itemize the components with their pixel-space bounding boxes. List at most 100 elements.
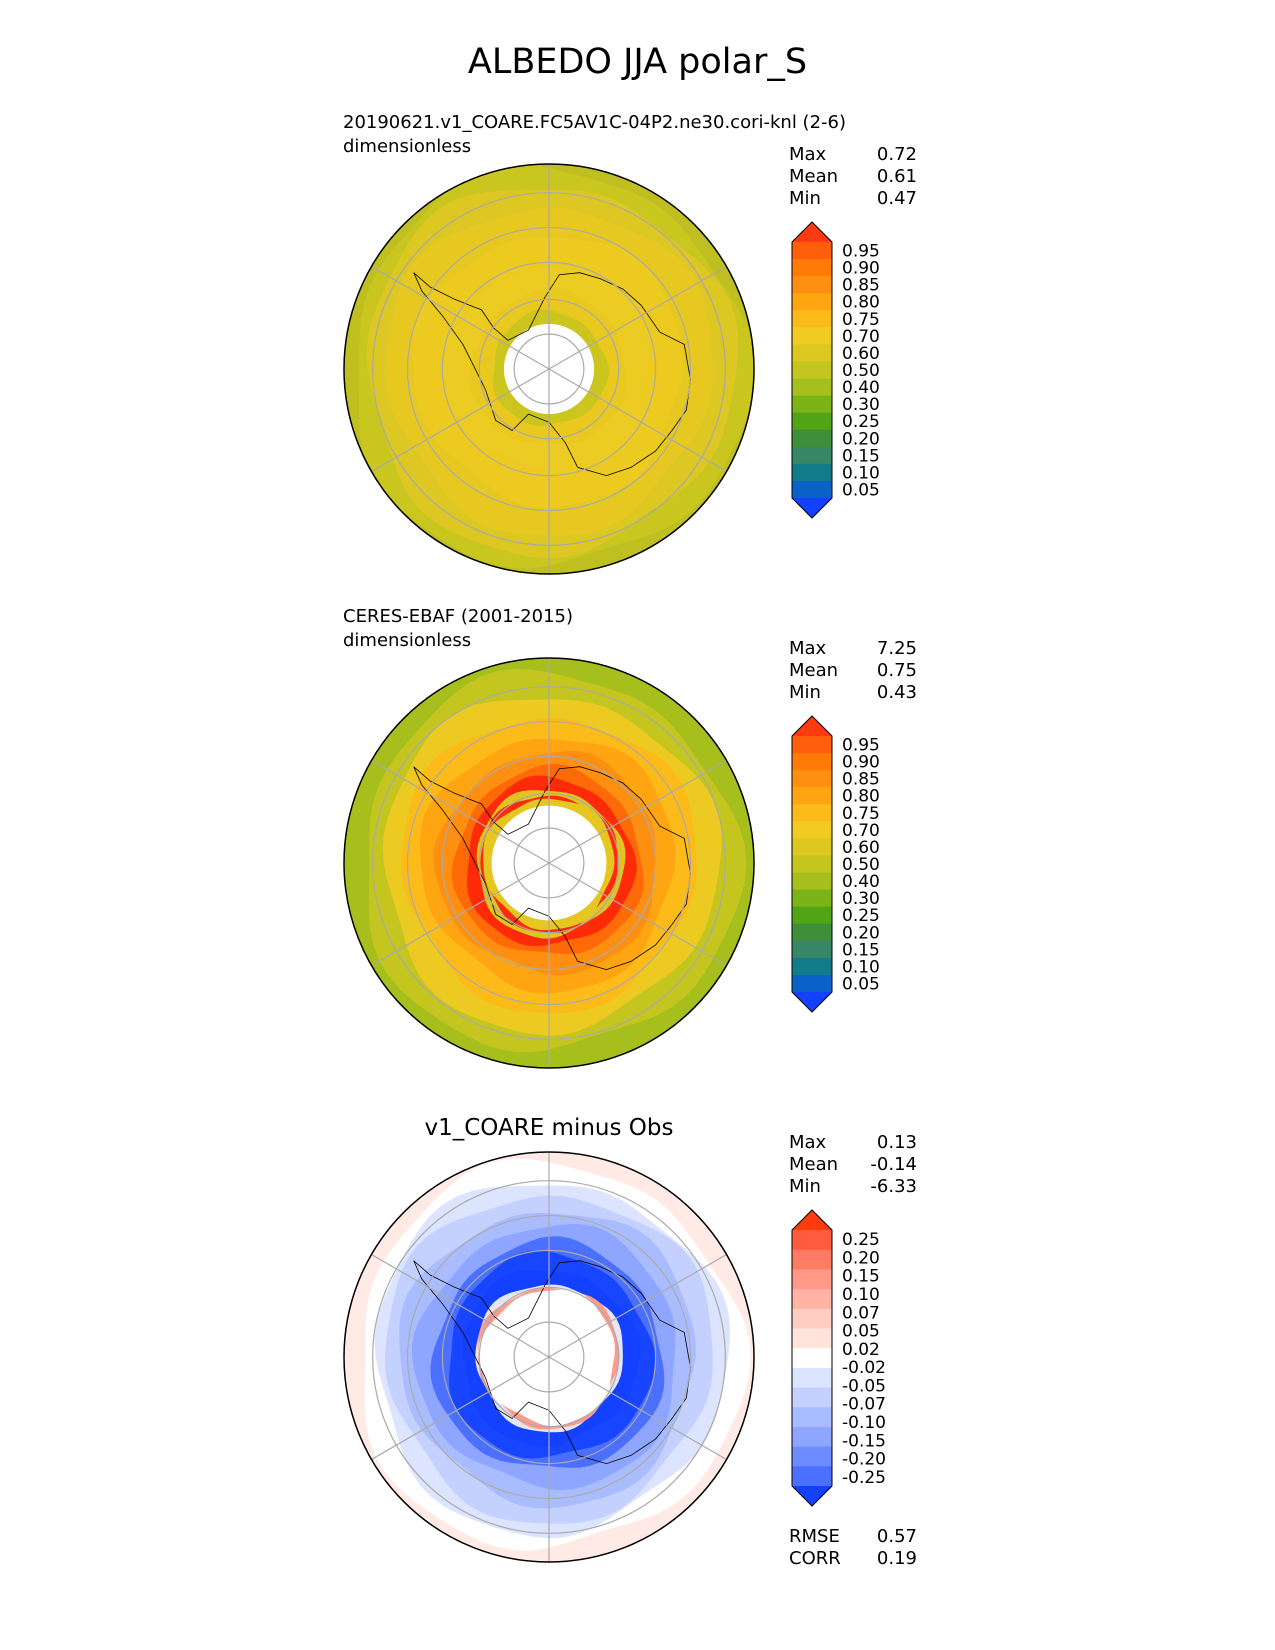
metric-label: RMSE <box>789 1526 840 1547</box>
stat-value: 0.75 <box>876 660 917 681</box>
panel-2-units: dimensionless <box>343 630 472 651</box>
meridian-gridline <box>548 368 727 473</box>
antarctica-coastline <box>413 1260 691 1465</box>
colorbar-tick-label: 0.02 <box>842 1340 880 1360</box>
colorbar-segment <box>792 1328 832 1349</box>
colorbar-outline <box>791 715 833 1013</box>
colorbar-tick-label: 0.50 <box>842 361 880 381</box>
stat-label: Min <box>789 188 821 209</box>
stat-value: 0.13 <box>876 1132 917 1153</box>
meridian-gridline <box>548 1356 727 1461</box>
panel-3-colorbar: 0.250.200.150.100.070.050.02-0.02-0.05-0… <box>791 1209 886 1507</box>
colorbar-tick-label: 0.05 <box>842 481 880 501</box>
meridian-gridline <box>371 368 550 473</box>
colorbar-tick-label: 0.30 <box>842 395 880 415</box>
colorbar-segment <box>792 821 832 839</box>
colorbar-tick-label: 0.25 <box>842 1230 880 1250</box>
antarctica-coastline <box>413 766 691 971</box>
colorbar-segment <box>792 1269 832 1290</box>
colorbar-outline <box>791 221 833 519</box>
colorbar-segment <box>792 310 832 328</box>
stat-label: Mean <box>789 1154 839 1175</box>
colorbar-extend-max <box>792 1210 832 1230</box>
map-field <box>344 164 754 574</box>
stat-label: Mean <box>789 660 839 681</box>
colorbar-tick-label: 0.10 <box>842 957 880 977</box>
stat-value: -0.14 <box>870 1154 917 1175</box>
colorbar-segment <box>792 1230 832 1251</box>
colorbar-tick-label: 0.90 <box>842 753 880 773</box>
colorbar-tick-label: -0.02 <box>842 1358 886 1378</box>
stat-label: Max <box>789 638 827 659</box>
map-boundary <box>343 657 755 1069</box>
colorbar-tick-label: -0.15 <box>842 1431 886 1451</box>
colorbar-tick-label: 0.10 <box>842 463 880 483</box>
colorbar-segment <box>792 1289 832 1310</box>
colorbar-segment <box>792 770 832 788</box>
colorbar-segment <box>792 838 832 857</box>
colorbar-tick-label: 0.20 <box>842 923 880 943</box>
colorbar-tick-label: 0.90 <box>842 259 880 279</box>
colorbar-segment <box>792 446 832 465</box>
colorbar-segment <box>792 940 832 959</box>
colorbar-segment <box>792 753 832 771</box>
colorbar-tick-label: 0.70 <box>842 821 880 841</box>
colorbar-segment <box>792 957 832 976</box>
colorbar-segment <box>792 378 832 397</box>
colorbar-tick-label: 0.30 <box>842 889 880 909</box>
colorbar-tick-label: 0.50 <box>842 855 880 875</box>
colorbar-tick-label: 0.15 <box>842 446 880 466</box>
map-boundary <box>343 1151 755 1563</box>
stat-label: Max <box>789 144 827 165</box>
colorbar-segment <box>792 344 832 363</box>
colorbar-tick-label: 0.80 <box>842 787 880 807</box>
colorbar-segment <box>792 1348 832 1369</box>
colorbar-segment <box>792 276 832 294</box>
colorbar-tick-label: 0.10 <box>842 1285 880 1305</box>
panel-1-title: 20190621.v1_COARE.FC5AV1C-04P2.ne30.cori… <box>343 112 846 133</box>
panel-2-stats: Max 7.25 Mean 0.75 Min 0.43 <box>789 638 917 704</box>
colorbar-segment <box>792 855 832 874</box>
map-field <box>344 658 754 1068</box>
meridian-gridline <box>548 759 727 864</box>
colorbar-segment <box>792 242 832 260</box>
panel-2-colorbar: 0.950.900.850.800.750.700.600.500.400.30… <box>791 715 880 1013</box>
meridian-gridline <box>548 265 727 370</box>
stat-value: 0.61 <box>876 166 917 187</box>
colorbar-tick-label: 0.25 <box>842 906 880 926</box>
colorbar-segment <box>792 804 832 822</box>
colorbar-tick-label: 0.15 <box>842 940 880 960</box>
colorbar-tick-label: 0.25 <box>842 412 880 432</box>
colorbar-segment <box>792 480 832 499</box>
panel-3-title: v1_COARE minus Obs <box>424 1115 674 1141</box>
colorbar-outline <box>791 1209 833 1507</box>
colorbar-tick-label: 0.15 <box>842 1267 880 1287</box>
colorbar-segment <box>792 1249 832 1270</box>
colorbar-tick-label: 0.40 <box>842 872 880 892</box>
colorbar-segment <box>792 259 832 277</box>
colorbar-segment <box>792 429 832 448</box>
colorbar-tick-label: 0.80 <box>842 293 880 313</box>
colorbar-segment <box>792 463 832 482</box>
colorbar-tick-label: 0.60 <box>842 838 880 858</box>
meridian-gridline <box>371 862 550 967</box>
stat-value: 0.43 <box>876 682 917 703</box>
colorbar-segment <box>792 787 832 805</box>
colorbar-extend-min <box>792 1486 832 1506</box>
meridian-gridline <box>371 759 550 864</box>
map-field <box>344 1152 754 1562</box>
panel-3-metrics: RMSE 0.57 CORR 0.19 <box>789 1526 917 1570</box>
colorbar-segment <box>792 889 832 908</box>
antarctica-coastline <box>413 272 691 477</box>
colorbar-segment <box>792 361 832 380</box>
colorbar-segment <box>792 974 832 993</box>
colorbar-segment <box>792 293 832 311</box>
colorbar-tick-label: 0.05 <box>842 1322 880 1342</box>
colorbar-tick-label: 0.95 <box>842 242 880 262</box>
stat-value: 0.72 <box>876 144 917 165</box>
panel-1-colorbar: 0.950.900.850.800.750.700.600.500.400.30… <box>791 221 880 519</box>
colorbar-tick-label: 0.85 <box>842 276 880 296</box>
colorbar-tick-label: 0.70 <box>842 327 880 347</box>
colorbar-segment <box>792 1387 832 1408</box>
stat-label: Mean <box>789 166 839 187</box>
